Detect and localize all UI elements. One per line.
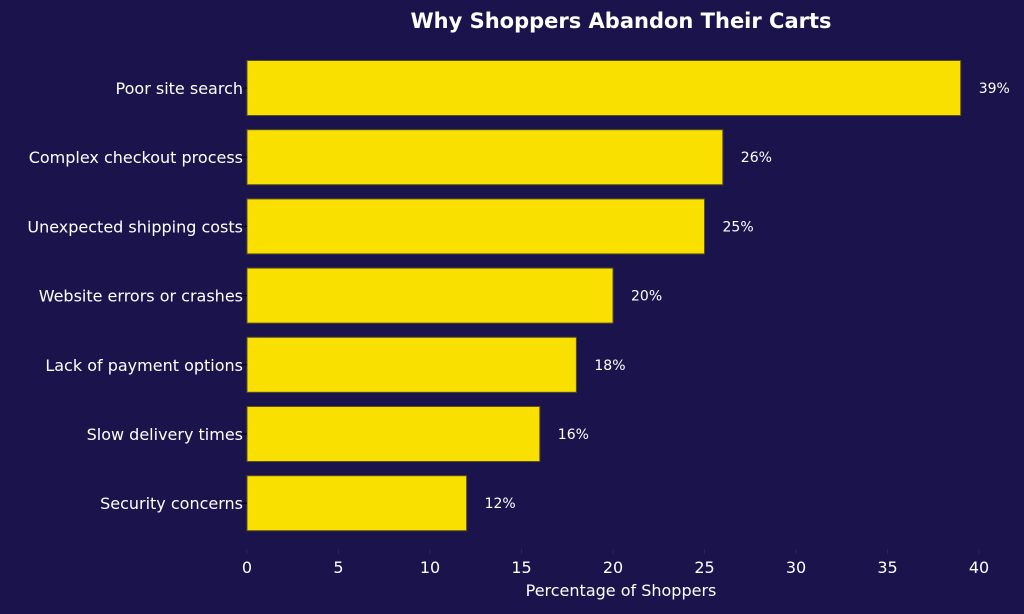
chart-title: Why Shoppers Abandon Their Carts bbox=[410, 9, 831, 33]
data-label: 12% bbox=[485, 496, 516, 512]
bar bbox=[246, 60, 962, 116]
y-tick-label: Security concerns bbox=[100, 494, 243, 513]
bar bbox=[246, 475, 468, 532]
x-tick-label: 0 bbox=[242, 558, 252, 577]
x-axis-label: Percentage of Shoppers bbox=[526, 581, 717, 600]
y-tick-label: Unexpected shipping costs bbox=[27, 217, 243, 236]
y-tick-label: Lack of payment options bbox=[45, 356, 243, 375]
y-tick-label: Poor site search bbox=[116, 79, 243, 98]
x-tick-label: 25 bbox=[694, 558, 714, 577]
y-tick-label: Complex checkout process bbox=[29, 148, 243, 167]
x-tick-label: 15 bbox=[511, 558, 531, 577]
data-label: 18% bbox=[594, 358, 625, 374]
bar bbox=[246, 406, 541, 462]
data-label: 39% bbox=[979, 81, 1010, 97]
x-tick-label: 35 bbox=[877, 558, 897, 577]
x-tick-label: 10 bbox=[420, 558, 440, 577]
y-tick-label: Slow delivery times bbox=[87, 425, 243, 444]
x-tick-label: 30 bbox=[786, 558, 806, 577]
x-tick-label: 20 bbox=[603, 558, 623, 577]
x-tick-label: 40 bbox=[969, 558, 989, 577]
data-label: 26% bbox=[741, 150, 772, 166]
data-label: 16% bbox=[558, 427, 589, 443]
data-label: 25% bbox=[723, 219, 754, 235]
bar bbox=[246, 198, 705, 255]
bar bbox=[246, 267, 614, 324]
bar bbox=[246, 129, 724, 186]
bar bbox=[246, 336, 577, 393]
x-tick-label: 5 bbox=[333, 558, 343, 577]
data-label: 20% bbox=[631, 289, 662, 305]
y-tick-label: Website errors or crashes bbox=[39, 287, 243, 306]
